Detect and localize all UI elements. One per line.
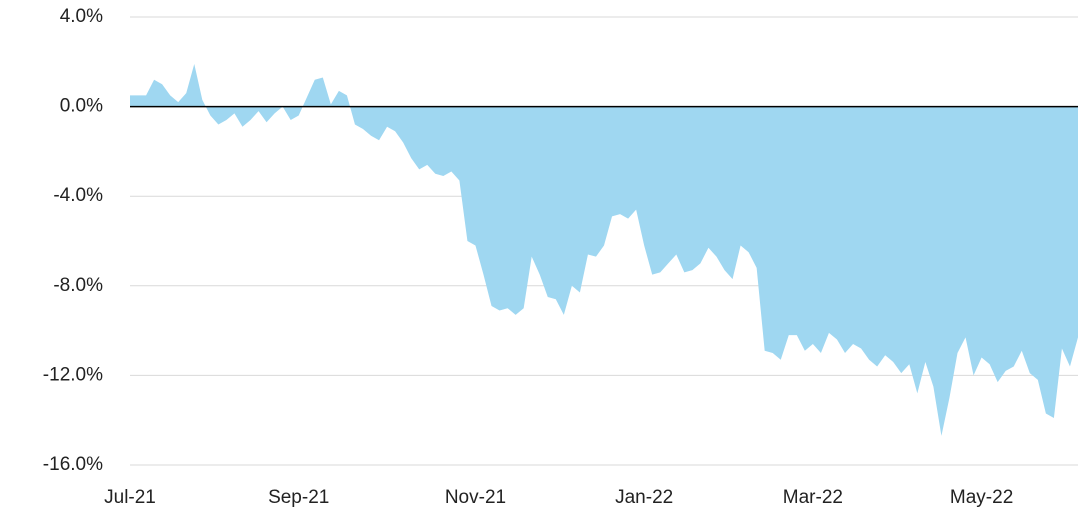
y-tick-label: -12.0%	[43, 364, 103, 385]
y-tick-label: 0.0%	[60, 96, 103, 117]
x-tick-label: Mar-22	[783, 487, 843, 508]
y-tick-label: -4.0%	[53, 185, 103, 206]
area	[130, 64, 1078, 436]
y-tick-label: -8.0%	[53, 275, 103, 296]
x-tick-label: Sep-21	[268, 487, 329, 508]
x-tick-label: Jul-21	[104, 487, 156, 508]
y-tick-label: 4.0%	[60, 6, 103, 27]
x-tick-label: May-22	[950, 487, 1013, 508]
y-tick-label: -16.0%	[43, 454, 103, 475]
x-tick-label: Jan-22	[615, 487, 673, 508]
x-tick-label: Nov-21	[445, 487, 506, 508]
